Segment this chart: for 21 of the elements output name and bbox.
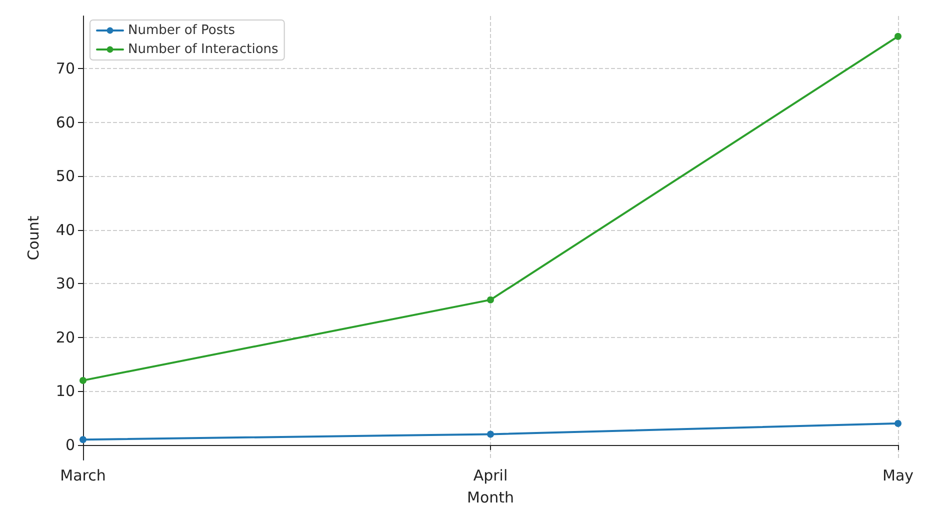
y-tick-label: 10 [56, 382, 75, 400]
x-axis-title: Month [466, 488, 514, 506]
point [487, 296, 494, 304]
point [80, 436, 86, 444]
point [894, 420, 902, 427]
y-tick-label: 0 [65, 436, 75, 454]
point [80, 376, 86, 384]
point [487, 430, 494, 438]
point [894, 32, 902, 40]
y-tick-label: 70 [56, 60, 75, 78]
y-tick-label: 30 [56, 274, 75, 293]
x-tick-label: March [60, 466, 106, 484]
legend-label: Number of Posts [128, 23, 236, 38]
y-axis-title: Count [24, 216, 42, 260]
x-tick-label: April [473, 466, 508, 484]
y-tick-label: 20 [56, 328, 75, 346]
y-tick-label: 60 [56, 113, 75, 132]
legend-label: Number of Interactions [128, 42, 279, 57]
x-tick-label: May [882, 466, 914, 484]
y-tick-label: 50 [56, 167, 75, 186]
y-tick-label: 40 [56, 220, 75, 239]
